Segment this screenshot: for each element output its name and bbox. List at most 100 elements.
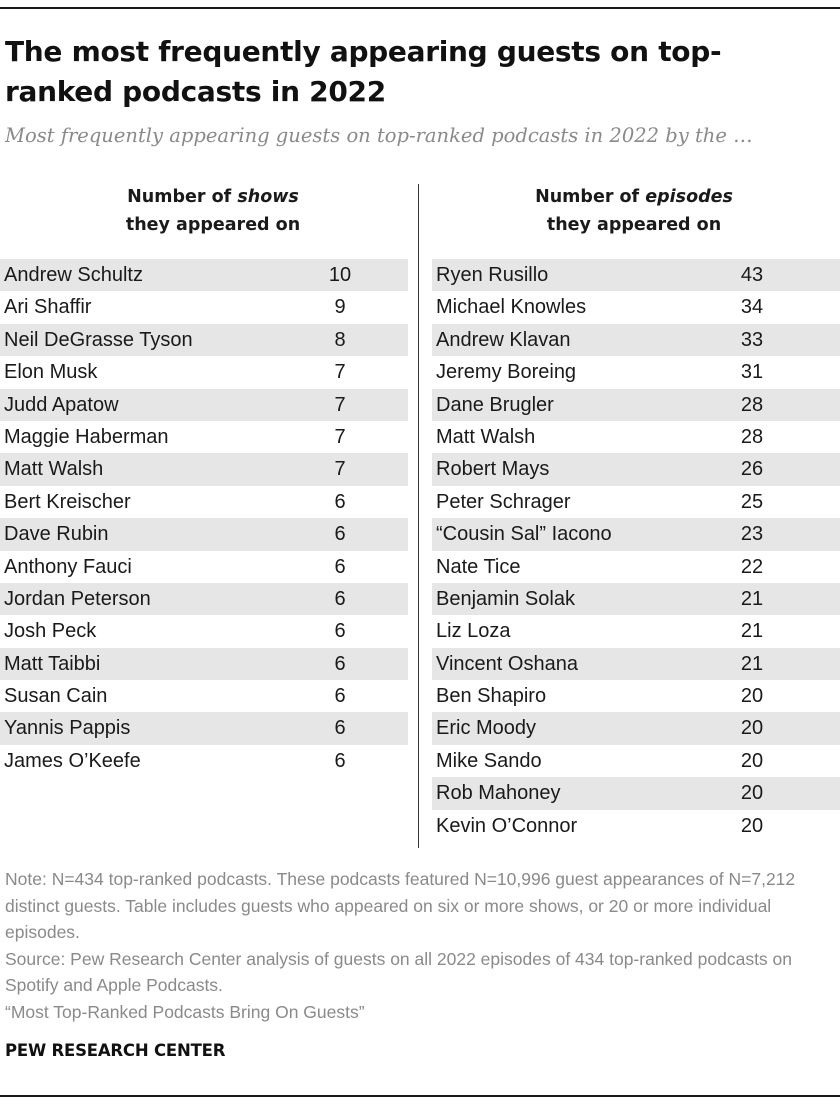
shows-row: Andrew Schultz 10 (0, 259, 408, 291)
shows-row: Judd Apatow 7 (0, 389, 408, 421)
shows-count: 6 (300, 712, 380, 744)
chart-title: The most frequently appearing guests on … (5, 32, 825, 112)
shows-guest-name: Matt Taibbi (4, 648, 100, 680)
shows-row: Jordan Peterson 6 (0, 583, 408, 615)
column-divider (418, 184, 419, 848)
episodes-row: “Cousin Sal” Iacono 23 (432, 518, 840, 550)
episodes-row: Kevin O’Connor 20 (432, 810, 840, 842)
shows-row: Josh Peck 6 (0, 615, 408, 647)
shows-row: Maggie Haberman 7 (0, 421, 408, 453)
episodes-count: 20 (724, 777, 780, 809)
shows-row: Anthony Fauci 6 (0, 551, 408, 583)
shows-count: 6 (300, 486, 380, 518)
shows-row: Elon Musk 7 (0, 356, 408, 388)
episodes-count: 25 (724, 486, 780, 518)
shows-row: Susan Cain 6 (0, 680, 408, 712)
shows-count: 6 (300, 648, 380, 680)
shows-header-line2: they appeared on (78, 211, 348, 239)
episodes-count: 20 (724, 745, 780, 777)
episodes-guest-name: Robert Mays (436, 453, 549, 485)
footnotes: Note: N=434 top-ranked podcasts. These p… (5, 866, 835, 1025)
shows-header-emphasis: shows (237, 187, 298, 207)
shows-count: 10 (300, 259, 380, 291)
shows-count: 6 (300, 745, 380, 777)
shows-guest-name: Anthony Fauci (4, 551, 132, 583)
episodes-header-line2: they appeared on (496, 211, 772, 239)
shows-row: Matt Walsh 7 (0, 453, 408, 485)
episodes-guest-name: Michael Knowles (436, 291, 586, 323)
episodes-row: Mike Sando 20 (432, 745, 840, 777)
shows-count: 9 (300, 291, 380, 323)
shows-count: 7 (300, 389, 380, 421)
shows-row: Yannis Pappis 6 (0, 712, 408, 744)
shows-count: 7 (300, 453, 380, 485)
shows-count: 7 (300, 421, 380, 453)
brand-logo-text: PEW RESEARCH CENTER (5, 1041, 225, 1060)
shows-guest-name: Susan Cain (4, 680, 107, 712)
shows-guest-name: Andrew Schultz (4, 259, 143, 291)
chart-subtitle: Most frequently appearing guests on top-… (5, 124, 835, 147)
episodes-guest-name: Liz Loza (436, 615, 511, 647)
shows-guest-name: Jordan Peterson (4, 583, 151, 615)
episodes-guest-name: Nate Tice (436, 551, 520, 583)
shows-guest-name: Elon Musk (4, 356, 97, 388)
episodes-guest-name: Mike Sando (436, 745, 542, 777)
episodes-count: 33 (724, 324, 780, 356)
episodes-count: 26 (724, 453, 780, 485)
episodes-count: 31 (724, 356, 780, 388)
episodes-row: Liz Loza 21 (432, 615, 840, 647)
episodes-count: 20 (724, 712, 780, 744)
episodes-count: 21 (724, 583, 780, 615)
episodes-count: 21 (724, 648, 780, 680)
shows-count: 6 (300, 518, 380, 550)
episodes-guest-name: Ben Shapiro (436, 680, 546, 712)
episodes-row: Jeremy Boreing 31 (432, 356, 840, 388)
episodes-row: Peter Schrager 25 (432, 486, 840, 518)
episodes-count: 28 (724, 421, 780, 453)
shows-row: Dave Rubin 6 (0, 518, 408, 550)
episodes-row: Ryen Rusillo 43 (432, 259, 840, 291)
episodes-guest-name: “Cousin Sal” Iacono (436, 518, 612, 550)
episodes-guest-name: Rob Mahoney (436, 777, 561, 809)
episodes-table: Ryen Rusillo 43 Michael Knowles 34 Andrew Kl… (432, 259, 840, 842)
bottom-rule (0, 1095, 840, 1097)
episodes-row: Dane Brugler 28 (432, 389, 840, 421)
episodes-count: 28 (724, 389, 780, 421)
episodes-row: Michael Knowles 34 (432, 291, 840, 323)
shows-guest-name: Josh Peck (4, 615, 96, 647)
episodes-row: Matt Walsh 28 (432, 421, 840, 453)
shows-row: Matt Taibbi 6 (0, 648, 408, 680)
episodes-row: Vincent Oshana 21 (432, 648, 840, 680)
episodes-row: Rob Mahoney 20 (432, 777, 840, 809)
shows-count: 6 (300, 615, 380, 647)
episodes-row: Andrew Klavan 33 (432, 324, 840, 356)
episodes-guest-name: Kevin O’Connor (436, 810, 577, 842)
shows-guest-name: Yannis Pappis (4, 712, 130, 744)
episodes-header-prefix: Number of (535, 187, 645, 207)
shows-guest-name: Dave Rubin (4, 518, 109, 550)
episodes-count: 21 (724, 615, 780, 647)
shows-column-header: Number of shows they appeared on (78, 183, 348, 239)
episodes-guest-name: Dane Brugler (436, 389, 554, 421)
episodes-guest-name: Benjamin Solak (436, 583, 575, 615)
episodes-guest-name: Peter Schrager (436, 486, 571, 518)
episodes-row: Ben Shapiro 20 (432, 680, 840, 712)
shows-header-prefix: Number of (127, 187, 237, 207)
episodes-row: Robert Mays 26 (432, 453, 840, 485)
episodes-guest-name: Matt Walsh (436, 421, 535, 453)
report-title: “Most Top-Ranked Podcasts Bring On Guest… (5, 999, 835, 1026)
episodes-row: Eric Moody 20 (432, 712, 840, 744)
episodes-count: 20 (724, 810, 780, 842)
shows-count: 6 (300, 551, 380, 583)
shows-guest-name: Ari Shaffir (4, 291, 91, 323)
note-text: Note: N=434 top-ranked podcasts. These p… (5, 866, 835, 946)
shows-count: 6 (300, 680, 380, 712)
source-text: Source: Pew Research Center analysis of … (5, 946, 835, 999)
episodes-column-header: Number of episodes they appeared on (496, 183, 772, 239)
shows-guest-name: Matt Walsh (4, 453, 103, 485)
episodes-count: 20 (724, 680, 780, 712)
shows-guest-name: James O’Keefe (4, 745, 141, 777)
episodes-count: 43 (724, 259, 780, 291)
episodes-guest-name: Eric Moody (436, 712, 536, 744)
shows-row: James O’Keefe 6 (0, 745, 408, 777)
